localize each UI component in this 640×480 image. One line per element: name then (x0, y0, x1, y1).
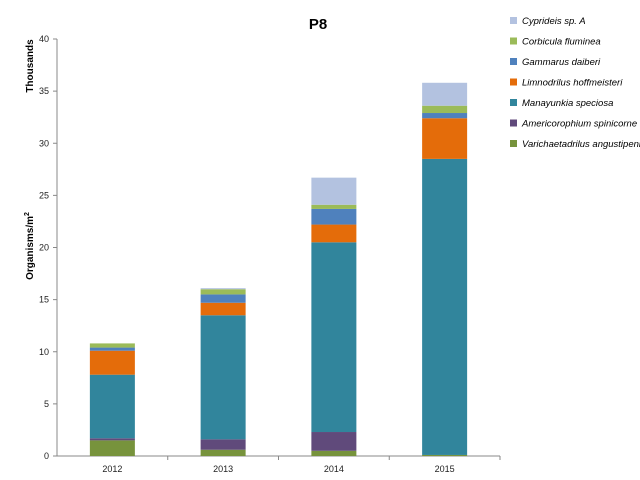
legend: Cyprideis sp. A Corbicula fluminea Gammaru… (510, 16, 640, 150)
legend-swatch (510, 78, 517, 86)
y-tick-label: 15 (39, 295, 49, 305)
y-axis-title-text: Organisms/m (25, 216, 36, 280)
y-axis-title-superscript: 2 (24, 212, 31, 216)
y-axis-units-label: Thousands (25, 39, 36, 93)
bar-segment (200, 315, 246, 440)
chart-title: P8 (309, 16, 327, 33)
bar-segment (200, 288, 246, 290)
x-tick-label: 2012 (102, 464, 122, 474)
y-tick-label: 20 (39, 243, 49, 253)
legend-label: Limnodrilus hoffmeisteri (522, 78, 623, 89)
bar-segment (89, 350, 135, 375)
bar-segment (89, 374, 135, 439)
y-tick-label: 30 (39, 138, 49, 148)
y-tick-label: 0 (44, 451, 49, 461)
bar-segment (311, 450, 357, 456)
y-tick-label: 25 (39, 190, 49, 200)
legend-label: Cyprideis sp. A (522, 16, 586, 27)
bar-segment (422, 158, 468, 455)
bar-segment (200, 449, 246, 456)
bar-segment (89, 438, 135, 441)
y-axis-title: Organisms/m2 (24, 212, 36, 280)
legend-swatch (510, 99, 517, 106)
bar-segment (200, 289, 246, 295)
bar-segment (311, 208, 357, 225)
y-tick-label: 40 (39, 34, 49, 44)
bar-segment (89, 343, 135, 348)
legend-swatch (510, 119, 517, 127)
legend-label: Manayunkia speciosa (522, 98, 613, 109)
legend-label: Corbicula fluminea (522, 37, 601, 48)
legend-label: Americorophium spinicorne (521, 119, 637, 130)
bar-segment (89, 440, 135, 456)
bar-segment (422, 118, 468, 159)
bar-segment (311, 224, 357, 243)
bar-segment (311, 177, 357, 205)
bar-segment (200, 302, 246, 316)
bar-segment (89, 347, 135, 351)
bar-segment (422, 82, 468, 106)
bar-segment (422, 105, 468, 114)
legend-label: Gammarus daiberi (522, 57, 601, 68)
x-tick-label: 2015 (435, 464, 455, 474)
legend-label: Varichaetadrilus angustipenis (522, 139, 640, 150)
legend-swatch (510, 140, 517, 147)
bar-segment (422, 113, 468, 119)
legend-swatch (510, 58, 517, 65)
y-tick-label: 35 (39, 86, 49, 96)
bar-segment (311, 204, 357, 209)
legend-swatch (510, 17, 517, 24)
x-tick-label: 2014 (324, 464, 344, 474)
bar-segment (200, 294, 246, 303)
y-tick-label: 5 (44, 399, 49, 409)
legend-swatch (510, 37, 517, 45)
bar-segment (311, 432, 357, 451)
bar-segment (422, 454, 468, 456)
bar-segment (311, 242, 357, 433)
plot-area: 0 5 10 15 20 25 30 35 40 2012 2013 2014 2015 (39, 34, 501, 474)
x-tick-label: 2013 (213, 464, 233, 474)
y-tick-label: 10 (39, 347, 49, 357)
bar-segment (200, 439, 246, 450)
